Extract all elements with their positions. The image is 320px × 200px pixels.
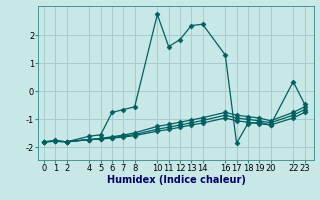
X-axis label: Humidex (Indice chaleur): Humidex (Indice chaleur) — [107, 175, 245, 185]
